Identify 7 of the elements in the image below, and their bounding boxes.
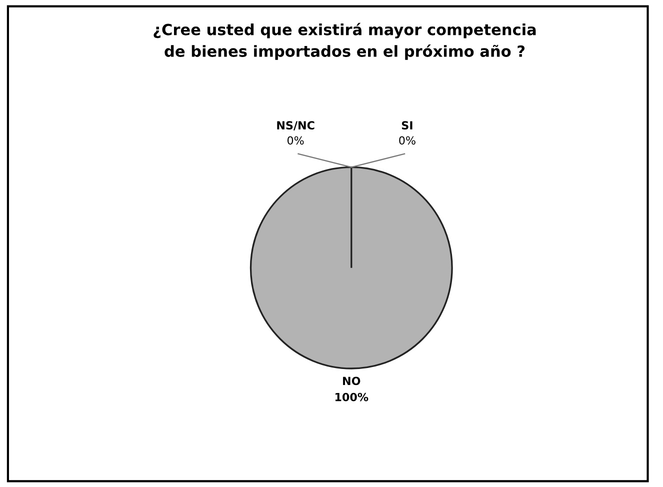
slice-label: NO: [343, 376, 360, 386]
chart-title: ¿Cree usted que existirá mayor competencia de bienes importados en el próximo año ?: [154, 22, 536, 60]
category-label: SI: [402, 121, 412, 130]
text: 0%: [399, 136, 416, 145]
data-label: 100%: [335, 392, 368, 402]
text: 0%: [287, 136, 304, 145]
category-label: NS/NC: [277, 121, 314, 130]
